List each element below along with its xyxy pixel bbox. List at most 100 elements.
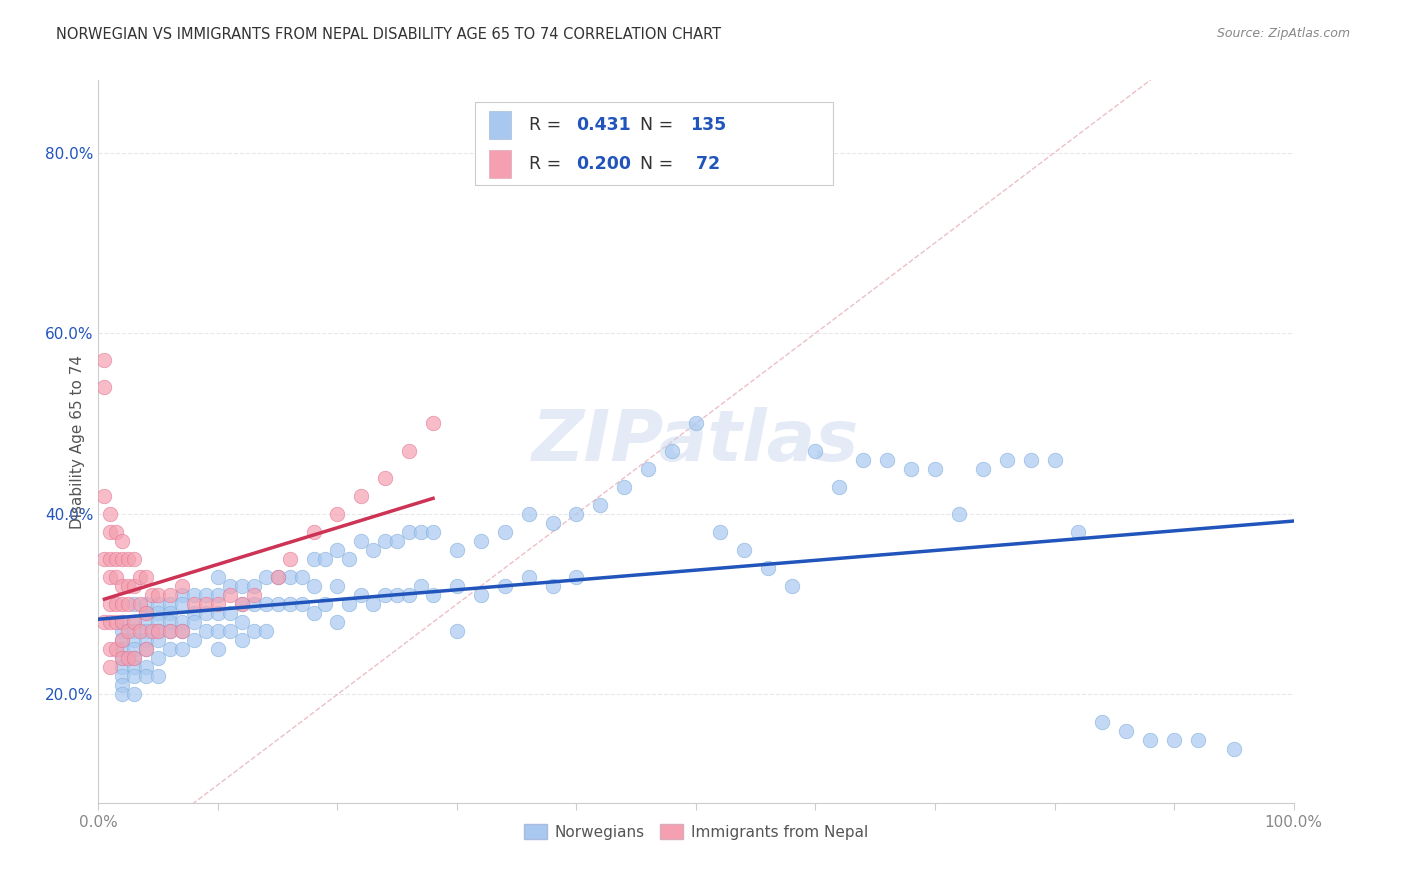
Point bbox=[124, 642, 146, 657]
Point bbox=[780, 579, 803, 593]
Point bbox=[828, 480, 851, 494]
Point bbox=[172, 642, 194, 657]
Point bbox=[124, 624, 146, 639]
Point bbox=[98, 552, 122, 566]
Point bbox=[315, 597, 337, 611]
Point bbox=[124, 633, 146, 648]
Point bbox=[207, 624, 229, 639]
Point bbox=[302, 524, 325, 539]
Point bbox=[111, 678, 134, 692]
Point bbox=[207, 597, 229, 611]
Point bbox=[111, 533, 134, 548]
Point bbox=[302, 606, 325, 620]
Point bbox=[900, 461, 922, 475]
Legend: Norwegians, Immigrants from Nepal: Norwegians, Immigrants from Nepal bbox=[517, 818, 875, 846]
Point bbox=[105, 642, 128, 657]
Point bbox=[111, 615, 134, 630]
Point bbox=[374, 588, 396, 602]
Point bbox=[302, 579, 325, 593]
Point bbox=[105, 552, 128, 566]
Point bbox=[105, 524, 128, 539]
Point bbox=[302, 552, 325, 566]
Point bbox=[1091, 714, 1114, 729]
Point bbox=[148, 597, 170, 611]
Point bbox=[111, 624, 134, 639]
Point bbox=[117, 597, 139, 611]
Point bbox=[207, 642, 229, 657]
Point bbox=[98, 507, 122, 521]
Point bbox=[93, 489, 115, 503]
Point bbox=[172, 588, 194, 602]
Text: 72: 72 bbox=[690, 155, 720, 173]
Y-axis label: Disability Age 65 to 74: Disability Age 65 to 74 bbox=[69, 354, 84, 529]
Point bbox=[172, 624, 194, 639]
Point bbox=[135, 615, 157, 630]
FancyBboxPatch shape bbox=[475, 102, 834, 185]
Point bbox=[231, 633, 253, 648]
Point bbox=[159, 642, 181, 657]
Point bbox=[995, 452, 1018, 467]
Point bbox=[350, 588, 373, 602]
Text: 0.431: 0.431 bbox=[576, 116, 631, 134]
Point bbox=[148, 624, 170, 639]
Point bbox=[195, 588, 218, 602]
Point bbox=[172, 615, 194, 630]
Point bbox=[374, 533, 396, 548]
Point bbox=[494, 524, 516, 539]
Point bbox=[207, 570, 229, 584]
Point bbox=[135, 570, 157, 584]
Point bbox=[117, 552, 139, 566]
Point bbox=[243, 597, 266, 611]
Point bbox=[326, 615, 349, 630]
Text: Source: ZipAtlas.com: Source: ZipAtlas.com bbox=[1216, 27, 1350, 40]
Point bbox=[195, 597, 218, 611]
Point bbox=[385, 588, 409, 602]
Point bbox=[589, 498, 612, 512]
Point bbox=[517, 570, 540, 584]
Point bbox=[254, 597, 277, 611]
Point bbox=[470, 533, 492, 548]
Point bbox=[159, 615, 181, 630]
Point bbox=[972, 461, 994, 475]
Point bbox=[148, 615, 170, 630]
Point bbox=[124, 597, 146, 611]
Point bbox=[494, 579, 516, 593]
Point bbox=[231, 597, 253, 611]
Point bbox=[135, 660, 157, 674]
Point bbox=[1043, 452, 1066, 467]
Point bbox=[1223, 741, 1246, 756]
Point bbox=[117, 579, 139, 593]
Point bbox=[243, 624, 266, 639]
Point bbox=[243, 579, 266, 593]
Point bbox=[385, 533, 409, 548]
Point bbox=[183, 588, 205, 602]
Point bbox=[254, 624, 277, 639]
Point bbox=[374, 471, 396, 485]
Point bbox=[411, 579, 433, 593]
Point bbox=[195, 624, 218, 639]
Point bbox=[326, 579, 349, 593]
Point bbox=[129, 597, 152, 611]
Point bbox=[291, 570, 314, 584]
Point bbox=[129, 624, 152, 639]
Point bbox=[183, 615, 205, 630]
Point bbox=[98, 642, 122, 657]
Point bbox=[141, 624, 163, 639]
Point bbox=[148, 633, 170, 648]
Point bbox=[135, 642, 157, 657]
Point bbox=[278, 597, 301, 611]
Point bbox=[267, 570, 290, 584]
Point bbox=[243, 588, 266, 602]
Point bbox=[93, 380, 115, 394]
Point bbox=[804, 443, 827, 458]
Point bbox=[565, 507, 588, 521]
Point bbox=[135, 624, 157, 639]
Point bbox=[339, 552, 361, 566]
Point bbox=[111, 552, 134, 566]
Point bbox=[326, 542, 349, 557]
Point bbox=[1067, 524, 1090, 539]
Point bbox=[93, 552, 115, 566]
Point bbox=[350, 489, 373, 503]
Point bbox=[117, 624, 139, 639]
Point bbox=[565, 570, 588, 584]
